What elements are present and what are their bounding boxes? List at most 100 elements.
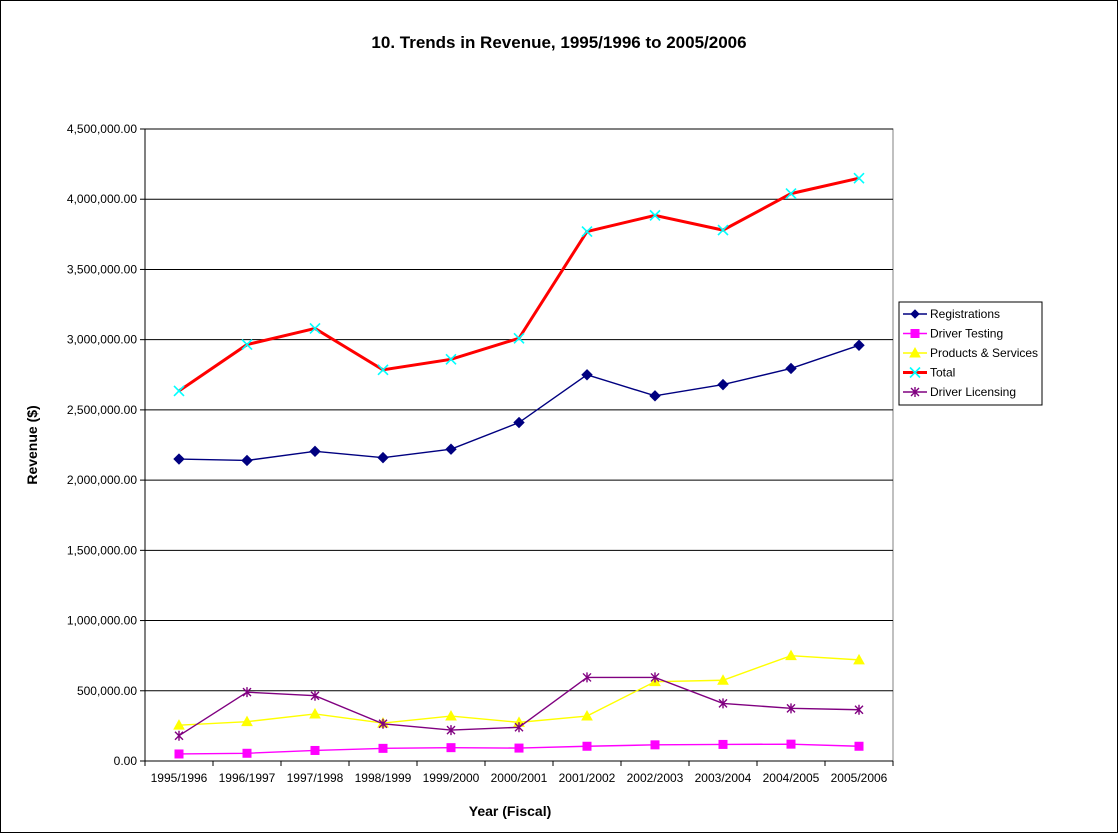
x-tick-label: 1996/1997	[219, 771, 276, 785]
legend-label: Driver Licensing	[930, 385, 1016, 399]
data-point	[377, 364, 389, 376]
data-point	[582, 672, 592, 683]
legend-item: Products & Services	[903, 346, 1038, 360]
y-tick-label: 4,000,000.00	[67, 192, 137, 206]
data-point	[378, 718, 388, 729]
data-point	[241, 715, 253, 727]
data-point	[910, 309, 920, 319]
data-point	[445, 710, 457, 721]
data-point	[786, 739, 796, 749]
data-point	[514, 722, 524, 733]
data-point	[513, 332, 525, 344]
data-point	[173, 453, 185, 465]
legend: Registrations Driver Testing Products & Se…	[898, 301, 1043, 406]
data-point	[853, 339, 865, 351]
data-point	[446, 725, 456, 736]
data-point	[854, 704, 864, 715]
legend-item: Total	[903, 366, 955, 380]
data-point	[718, 698, 728, 709]
series-driver-testing	[174, 739, 864, 759]
legend-label: Total	[930, 366, 955, 380]
data-point	[853, 653, 865, 665]
chart-title: 10. Trends in Revenue, 1995/1996 to 2005…	[371, 33, 746, 52]
y-tick-label: 2,500,000.00	[67, 403, 137, 417]
x-tick-label: 2001/2002	[559, 771, 616, 785]
x-tick-label: 2003/2004	[695, 771, 752, 785]
legend-label: Registrations	[930, 307, 1000, 321]
data-point	[649, 390, 661, 402]
series-line	[178, 176, 860, 393]
series-total	[173, 172, 865, 397]
data-point	[173, 719, 185, 730]
data-point	[309, 707, 321, 719]
series-line	[178, 344, 860, 462]
y-tick-label: 1,500,000.00	[67, 543, 137, 557]
series-registrations	[173, 339, 865, 467]
x-tick-label: 2005/2006	[831, 771, 888, 785]
data-point	[514, 743, 524, 753]
data-point	[445, 443, 457, 455]
data-point	[309, 445, 321, 458]
data-point	[310, 690, 320, 701]
data-point	[581, 225, 593, 238]
legend-label: Driver Testing	[930, 327, 1003, 341]
legend-entries: Registrations Driver Testing Products & Se…	[903, 307, 1038, 399]
data-point	[513, 416, 525, 429]
data-point	[309, 322, 321, 334]
y-tick-label: 3,000,000.00	[67, 333, 137, 347]
x-axis-ticks: 1995/1996 1996/1997 1997/1998 1998/1999 1999…	[144, 761, 894, 785]
y-axis-title: Revenue ($)	[24, 405, 40, 484]
data-point	[785, 649, 797, 661]
data-point	[717, 378, 729, 391]
legend-item: Driver Testing	[903, 327, 1003, 341]
plot-area	[144, 128, 894, 762]
data-point	[241, 339, 253, 351]
data-point	[909, 366, 921, 379]
data-point	[241, 454, 253, 467]
data-point	[785, 188, 797, 200]
x-tick-label: 1998/1999	[355, 771, 412, 785]
series-products-services	[173, 649, 865, 730]
data-point	[717, 224, 729, 236]
data-point	[854, 741, 864, 751]
x-tick-label: 2002/2003	[627, 771, 684, 785]
data-point	[910, 387, 920, 397]
y-tick-label: 500,000.00	[77, 684, 137, 698]
legend-label: Products & Services	[930, 346, 1038, 360]
data-point	[910, 329, 920, 338]
data-point	[310, 745, 320, 755]
data-point	[785, 362, 797, 375]
data-point	[853, 172, 865, 184]
data-point	[173, 385, 185, 397]
legend-item: Registrations	[903, 307, 1000, 321]
x-axis-title: Year (Fiscal)	[469, 803, 552, 819]
legend-item: Driver Licensing	[903, 385, 1016, 399]
data-point	[786, 703, 796, 714]
y-tick-label: 3,500,000.00	[67, 262, 137, 276]
gridlines	[145, 128, 893, 692]
data-point	[242, 748, 252, 758]
data-point	[378, 743, 388, 753]
data-point	[174, 730, 184, 741]
y-tick-label: 1,000,000.00	[67, 614, 137, 628]
x-tick-label: 2000/2001	[491, 771, 548, 785]
y-tick-label: 4,500,000.00	[67, 122, 137, 136]
data-point	[581, 710, 593, 721]
x-tick-label: 1999/2000	[423, 771, 480, 785]
data-point	[650, 740, 660, 750]
series-driver-licensing	[174, 672, 864, 741]
y-axis-ticks: 0.00 500,000.00 1,000,000.00 1,500,000.00 2,…	[67, 122, 145, 768]
data-point	[446, 743, 456, 753]
series-lines	[173, 172, 865, 759]
data-point	[717, 674, 729, 685]
data-point	[242, 687, 252, 698]
data-point	[650, 672, 660, 683]
y-tick-label: 0.00	[114, 754, 138, 768]
data-point	[445, 353, 457, 365]
data-point	[909, 346, 921, 358]
data-point	[174, 749, 184, 759]
x-tick-label: 2004/2005	[763, 771, 820, 785]
y-tick-label: 2,000,000.00	[67, 473, 137, 487]
